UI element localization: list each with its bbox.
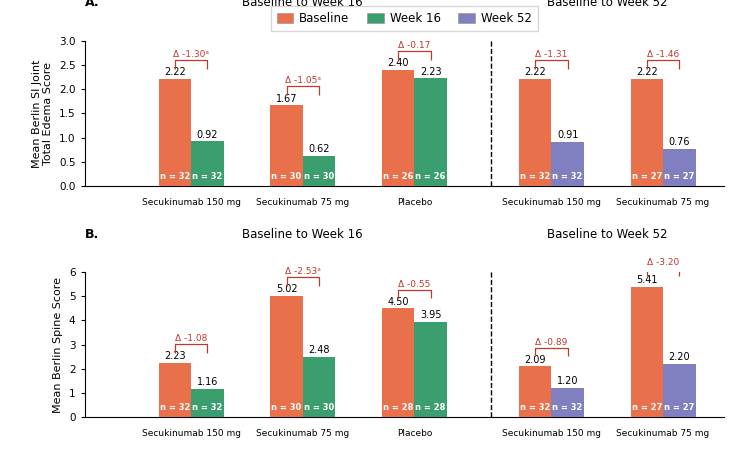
Text: Placebo: Placebo — [397, 198, 432, 207]
Text: Secukinumab 150 mg: Secukinumab 150 mg — [502, 198, 601, 207]
Text: Δ -0.55: Δ -0.55 — [398, 279, 431, 289]
Text: n = 32: n = 32 — [192, 403, 223, 413]
Bar — [382, 308, 415, 417]
Text: Δ -1.08: Δ -1.08 — [175, 334, 207, 343]
Text: n = 30: n = 30 — [271, 172, 301, 181]
Text: 1.16: 1.16 — [197, 377, 218, 387]
Text: Δ -1.30ᵃ: Δ -1.30ᵃ — [173, 50, 209, 59]
Text: n = 30: n = 30 — [271, 403, 301, 413]
Text: Baseline to Week 16: Baseline to Week 16 — [243, 0, 363, 10]
Text: n = 32: n = 32 — [520, 172, 551, 181]
Text: n = 30: n = 30 — [304, 403, 334, 413]
Text: 2.22: 2.22 — [524, 67, 546, 77]
Text: 3.95: 3.95 — [420, 310, 442, 320]
Text: n = 32: n = 32 — [553, 403, 583, 413]
Text: 2.22: 2.22 — [636, 67, 658, 77]
Text: n = 32: n = 32 — [159, 172, 190, 181]
Text: 2.40: 2.40 — [387, 58, 409, 68]
Text: n = 32: n = 32 — [553, 172, 583, 181]
Bar — [519, 79, 551, 185]
Text: n = 26: n = 26 — [415, 172, 446, 181]
Text: Baseline to Week 52: Baseline to Week 52 — [547, 0, 667, 10]
Text: Δ -0.17: Δ -0.17 — [398, 41, 431, 50]
Text: n = 26: n = 26 — [383, 172, 413, 181]
Bar — [415, 78, 447, 185]
Text: 2.23: 2.23 — [420, 66, 442, 76]
Text: Δ -0.89: Δ -0.89 — [535, 338, 567, 347]
Text: Δ -3.20: Δ -3.20 — [647, 257, 679, 267]
Bar — [415, 322, 447, 417]
Bar — [270, 296, 303, 417]
Text: 2.22: 2.22 — [164, 67, 186, 77]
Text: 0.76: 0.76 — [669, 137, 690, 147]
Text: Δ -1.31: Δ -1.31 — [535, 50, 567, 59]
Text: Δ -1.05ᵃ: Δ -1.05ᵃ — [284, 76, 320, 85]
Text: Secukinumab 75 mg: Secukinumab 75 mg — [256, 198, 349, 207]
Text: 4.50: 4.50 — [387, 297, 409, 307]
Bar — [191, 142, 223, 185]
Bar — [303, 357, 335, 417]
Bar — [631, 287, 663, 417]
Text: Secukinumab 75 mg: Secukinumab 75 mg — [256, 429, 349, 438]
Text: 1.20: 1.20 — [557, 376, 578, 386]
Bar — [303, 156, 335, 185]
Text: 0.91: 0.91 — [557, 130, 578, 140]
Bar — [551, 142, 584, 185]
Text: Secukinumab 75 mg: Secukinumab 75 mg — [617, 429, 710, 438]
Text: n = 32: n = 32 — [192, 172, 223, 181]
Text: Baseline to Week 16: Baseline to Week 16 — [243, 228, 363, 240]
Text: n = 27: n = 27 — [631, 172, 662, 181]
Text: n = 32: n = 32 — [520, 403, 551, 413]
Bar — [159, 79, 191, 185]
Text: Secukinumab 150 mg: Secukinumab 150 mg — [502, 429, 601, 438]
Text: 1.67: 1.67 — [276, 93, 297, 104]
Legend: Baseline, Week 16, Week 52: Baseline, Week 16, Week 52 — [271, 6, 537, 31]
Text: n = 28: n = 28 — [383, 403, 413, 413]
Text: Δ -2.53ᵃ: Δ -2.53ᵃ — [284, 267, 320, 276]
Text: n = 27: n = 27 — [664, 403, 695, 413]
Text: 2.20: 2.20 — [669, 352, 690, 362]
Text: Secukinumab 150 mg: Secukinumab 150 mg — [142, 429, 240, 438]
Bar — [191, 389, 223, 417]
Text: n = 28: n = 28 — [415, 403, 446, 413]
Text: n = 32: n = 32 — [159, 403, 190, 413]
Y-axis label: Mean Berlin Spine Score: Mean Berlin Spine Score — [54, 277, 63, 413]
Bar — [159, 363, 191, 417]
Text: 5.02: 5.02 — [276, 284, 298, 294]
Bar — [663, 149, 695, 185]
Text: 0.62: 0.62 — [308, 144, 330, 154]
Text: n = 27: n = 27 — [631, 403, 662, 413]
Text: 2.23: 2.23 — [164, 351, 186, 361]
Text: 2.48: 2.48 — [308, 345, 330, 355]
Text: Δ -1.46: Δ -1.46 — [647, 50, 679, 59]
Bar — [382, 70, 415, 185]
Text: Secukinumab 75 mg: Secukinumab 75 mg — [617, 198, 710, 207]
Text: n = 30: n = 30 — [304, 172, 334, 181]
Text: n = 27: n = 27 — [664, 172, 695, 181]
Bar — [551, 388, 584, 417]
Y-axis label: Mean Berlin SI Joint
Total Edema Score: Mean Berlin SI Joint Total Edema Score — [32, 59, 54, 168]
Bar — [663, 364, 695, 417]
Bar — [631, 79, 663, 185]
Bar — [519, 366, 551, 417]
Bar — [270, 105, 303, 185]
Text: A.: A. — [85, 0, 99, 10]
Text: Secukinumab 150 mg: Secukinumab 150 mg — [142, 198, 240, 207]
Text: B.: B. — [85, 228, 98, 240]
Text: Baseline to Week 52: Baseline to Week 52 — [547, 228, 667, 240]
Text: 2.09: 2.09 — [525, 355, 546, 365]
Text: Placebo: Placebo — [397, 429, 432, 438]
Text: 0.92: 0.92 — [196, 130, 218, 140]
Text: 5.41: 5.41 — [636, 275, 658, 285]
